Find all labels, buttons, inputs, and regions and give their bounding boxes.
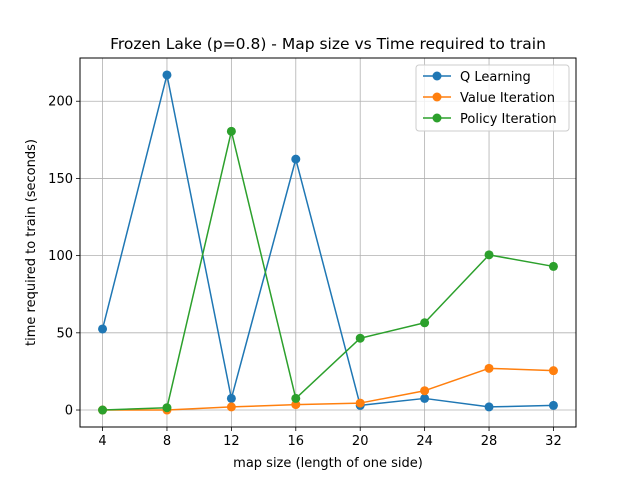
data-point-q-learning [226,393,236,403]
data-point-q-learning [98,324,108,334]
legend-label-value-iteration: Value Iteration [460,91,555,106]
x-tick-label: 32 [545,434,562,449]
data-point-policy-iteration [291,393,301,403]
x-tick-label: 24 [416,434,433,449]
series-line-q-learning [101,74,554,408]
legend-label-q-learning: Q Learning [460,70,531,85]
data-point-policy-iteration [162,403,172,413]
y-axis-label: time required to train (seconds) [24,139,39,346]
x-tick-label: 4 [98,434,106,449]
legend-box [415,64,570,132]
data-point-policy-iteration [355,333,365,343]
data-point-value-iteration [291,400,301,410]
data-point-policy-iteration [420,318,430,328]
x-tick-label: 8 [163,434,171,449]
y-tick-label: 0 [65,404,73,419]
x-tick-label: 28 [481,434,498,449]
data-point-value-iteration [355,398,365,408]
data-point-q-learning [484,402,494,412]
y-tick-label: 150 [48,172,73,187]
data-point-q-learning [162,70,172,80]
legend-label-policy-iteration: Policy Iteration [460,112,557,127]
y-tick-label: 50 [56,326,73,341]
x-tick-label: 12 [223,434,240,449]
x-tick-label: 16 [288,434,305,449]
data-point-policy-iteration [484,250,494,260]
legend: Q Learning Value Iteration Policy Iterat… [415,64,570,132]
chart-title: Frozen Lake (p=0.8) - Map size vs Time r… [110,35,546,53]
series-line-value-iteration [102,367,554,411]
data-point-value-iteration [226,402,236,412]
data-point-q-learning [548,400,558,410]
data-point-policy-iteration [226,126,236,136]
data-point-policy-iteration [548,261,558,271]
plot-frame [79,57,577,428]
series-policy-iteration [98,126,558,415]
y-tick-label: 200 [48,95,73,110]
data-point-value-iteration [548,366,558,376]
ticks: 4 8 12 16 20 24 28 32 0 50 100 150 200 [48,95,562,449]
data-point-value-iteration [420,386,430,396]
legend-marker-policy-iteration [432,113,442,123]
y-tick-label: 100 [48,249,73,264]
legend-marker-q-learning [432,71,442,81]
x-axis-label: map size (length of one side) [233,456,423,471]
x-tick-label: 20 [352,434,369,449]
data-point-policy-iteration [98,405,108,415]
series-line-policy-iteration [102,130,554,411]
data-point-q-learning [420,393,430,403]
legend-marker-value-iteration [432,92,442,102]
data-point-q-learning [291,154,301,164]
data-point-value-iteration [484,363,494,373]
series-layer [98,70,558,415]
